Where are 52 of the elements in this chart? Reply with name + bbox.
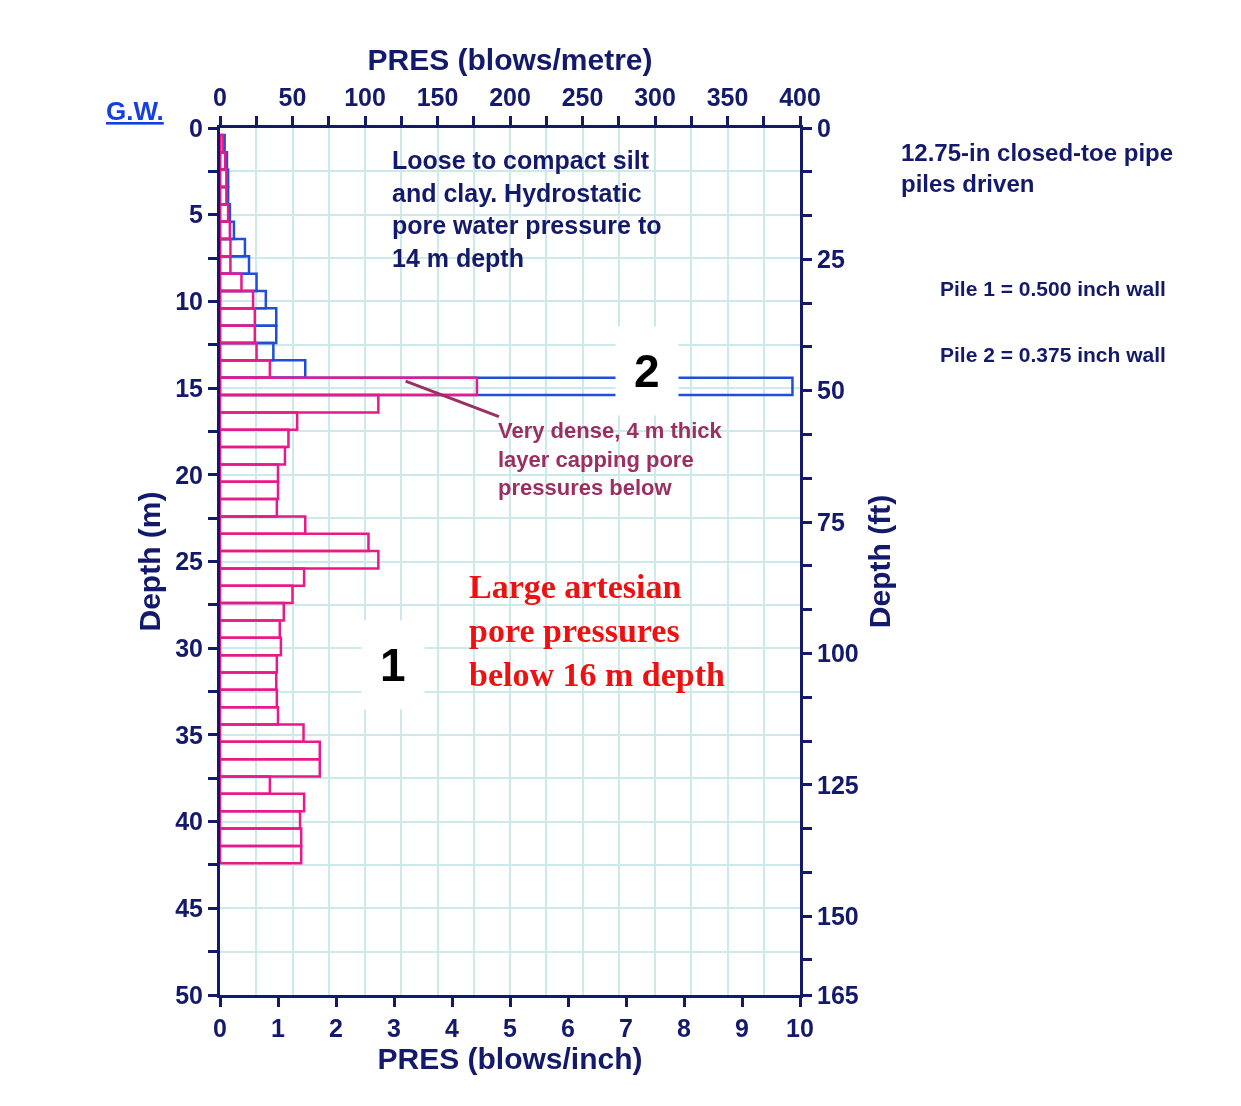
x-tick-label: 0 — [213, 1014, 227, 1042]
x2-axis-title: PRES (blows/metre) — [367, 43, 653, 76]
x-tick-label: 2 — [329, 1014, 343, 1042]
annotation: Large artesian pore pressures below 16 m depth — [469, 568, 726, 694]
x-tick-label: 3 — [387, 1014, 401, 1042]
x-tick-label: 7 — [619, 1014, 633, 1042]
y-tick-label: 15 — [175, 373, 204, 402]
series-label: 2 — [634, 345, 660, 397]
text: Pile 2 = 0.375 inch wall — [940, 343, 1166, 366]
y-tick-label: 50 — [175, 980, 203, 1009]
y2-tick-label: 150 — [817, 901, 859, 930]
x2-tick-label: 400 — [779, 83, 821, 111]
x-tick-label: 1 — [271, 1014, 286, 1042]
text: 12.75-in closed-toe pipe piles driven — [901, 139, 1174, 198]
x2-tick-label: 200 — [489, 83, 531, 111]
y2-tick-label: 25 — [817, 245, 845, 274]
x2-tick-label: 350 — [706, 83, 749, 111]
y2-tick-label: 0 — [817, 113, 831, 142]
x-tick-label: 8 — [677, 1014, 692, 1042]
y-tick-label: 30 — [175, 633, 203, 662]
x-tick-label: 9 — [735, 1014, 749, 1042]
y-tick-label: 25 — [175, 547, 204, 576]
x-tick-label: 6 — [561, 1014, 575, 1042]
y-tick-label: 10 — [175, 287, 203, 316]
x2-tick-label: 100 — [344, 83, 386, 111]
series-label: 1 — [380, 639, 406, 691]
annotation: Very dense, 4 m thick layer capping pore pressures below — [498, 418, 723, 501]
x2-tick-label: 250 — [561, 83, 604, 111]
y2-tick-label: 100 — [817, 639, 859, 668]
x2-tick-label: 300 — [634, 83, 676, 111]
annotation: Loose to compact silt and clay. Hydrostatic pore water pressure to 14 m depth — [392, 146, 662, 272]
x-tick-label: 5 — [503, 1014, 518, 1042]
y-tick-label: 0 — [189, 113, 203, 142]
y2-tick-label: 165 — [817, 980, 859, 1009]
x2-tick-label: 150 — [416, 83, 459, 111]
y-tick-label: 20 — [175, 460, 203, 489]
y2-tick-label: 50 — [817, 376, 845, 405]
y2-tick-label: 75 — [817, 507, 845, 536]
y-tick-label: 45 — [175, 894, 204, 923]
y2-tick-label: 125 — [817, 770, 859, 799]
x-tick-label: 4 — [445, 1014, 460, 1042]
x2-tick-label: 50 — [278, 83, 307, 111]
x-tick-label: 10 — [786, 1014, 814, 1042]
y-tick-label: 5 — [189, 200, 204, 229]
y-tick-label: 40 — [175, 807, 203, 836]
x2-tick-label: 0 — [213, 83, 227, 111]
y2-axis-title: Depth (ft) — [863, 494, 897, 629]
y-tick-label: 35 — [175, 720, 204, 749]
x-axis-title: PRES (blows/inch) — [377, 1042, 643, 1075]
text: Pile 1 = 0.500 inch wall — [940, 277, 1166, 300]
text: G.W. — [106, 96, 164, 126]
y-axis-title: Depth (m) — [133, 491, 167, 632]
